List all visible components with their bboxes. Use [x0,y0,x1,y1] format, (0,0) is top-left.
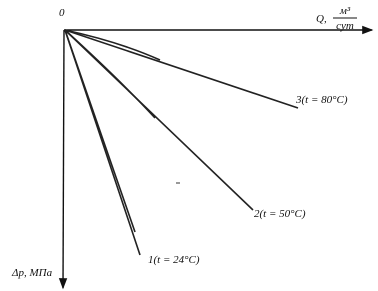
curve-3 [64,29,299,109]
curve-label: 3(t = 80°C) [295,94,348,106]
curve-1-alt [64,29,136,233]
curve-3-alt [64,29,161,61]
origin-label: 0 [59,7,65,19]
x-axis-unit-den: сут [336,20,354,32]
x-axis-label: Q, [316,13,327,25]
y-axis [58,29,68,290]
curve-label: 1(t = 24°C) [148,254,200,266]
y-axis-label: Δp, МПа [11,267,53,279]
curve-2-alt [64,29,156,119]
curve-label: 2(t = 50°C) [254,208,306,220]
x-axis-unit-num: м³ [339,5,351,17]
